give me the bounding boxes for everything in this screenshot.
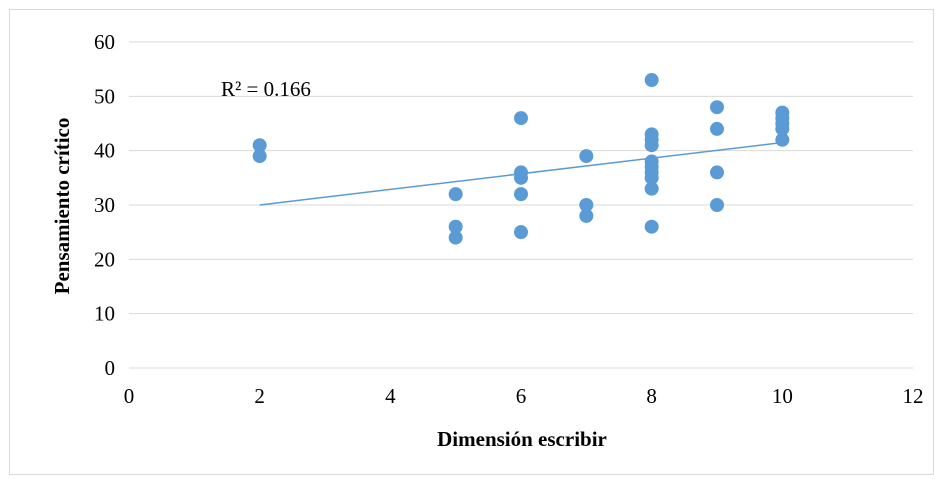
data-point bbox=[448, 187, 463, 202]
data-point bbox=[710, 165, 724, 180]
y-tick-label: 40 bbox=[94, 139, 115, 163]
data-point bbox=[252, 149, 267, 164]
x-axis-ticks: 0 2 4 6 8 10 12 bbox=[124, 384, 924, 408]
y-tick-label: 0 bbox=[105, 356, 116, 380]
data-point bbox=[514, 225, 528, 240]
data-point bbox=[514, 170, 528, 185]
x-tick-label: 0 bbox=[124, 384, 135, 408]
x-tick-label: 8 bbox=[646, 384, 657, 408]
y-tick-label: 60 bbox=[94, 30, 115, 54]
data-point bbox=[710, 100, 724, 115]
y-tick-label: 10 bbox=[94, 302, 115, 326]
data-point bbox=[775, 132, 790, 147]
x-tick-label: 2 bbox=[254, 384, 265, 408]
data-point bbox=[644, 181, 659, 196]
data-points bbox=[252, 73, 790, 245]
data-point bbox=[448, 230, 463, 245]
y-tick-label: 30 bbox=[94, 193, 115, 217]
x-tick-label: 12 bbox=[903, 384, 924, 408]
data-point bbox=[514, 111, 528, 126]
data-point bbox=[579, 149, 594, 164]
y-tick-label: 50 bbox=[94, 84, 115, 108]
data-point bbox=[252, 138, 267, 153]
x-tick-label: 4 bbox=[385, 384, 396, 408]
data-point bbox=[710, 198, 724, 212]
data-point bbox=[448, 219, 463, 234]
data-point bbox=[775, 121, 790, 136]
data-point bbox=[710, 121, 724, 136]
r-squared-annotation: R² = 0.166 bbox=[221, 77, 311, 101]
data-point bbox=[644, 73, 659, 88]
y-axis-title: Pensamiento crítico bbox=[50, 118, 74, 295]
chart-frame bbox=[9, 9, 934, 475]
x-tick-label: 10 bbox=[772, 384, 793, 408]
y-axis-ticks: 0 10 20 30 40 50 60 bbox=[94, 30, 115, 380]
y-tick-label: 20 bbox=[94, 247, 115, 271]
x-axis-title: Dimensión escribir bbox=[437, 427, 607, 451]
data-point bbox=[644, 219, 659, 234]
data-point bbox=[579, 198, 594, 212]
data-point bbox=[579, 208, 594, 223]
data-point bbox=[644, 138, 659, 153]
x-tick-label: 6 bbox=[516, 384, 527, 408]
data-point bbox=[644, 170, 659, 185]
data-point bbox=[514, 187, 528, 202]
